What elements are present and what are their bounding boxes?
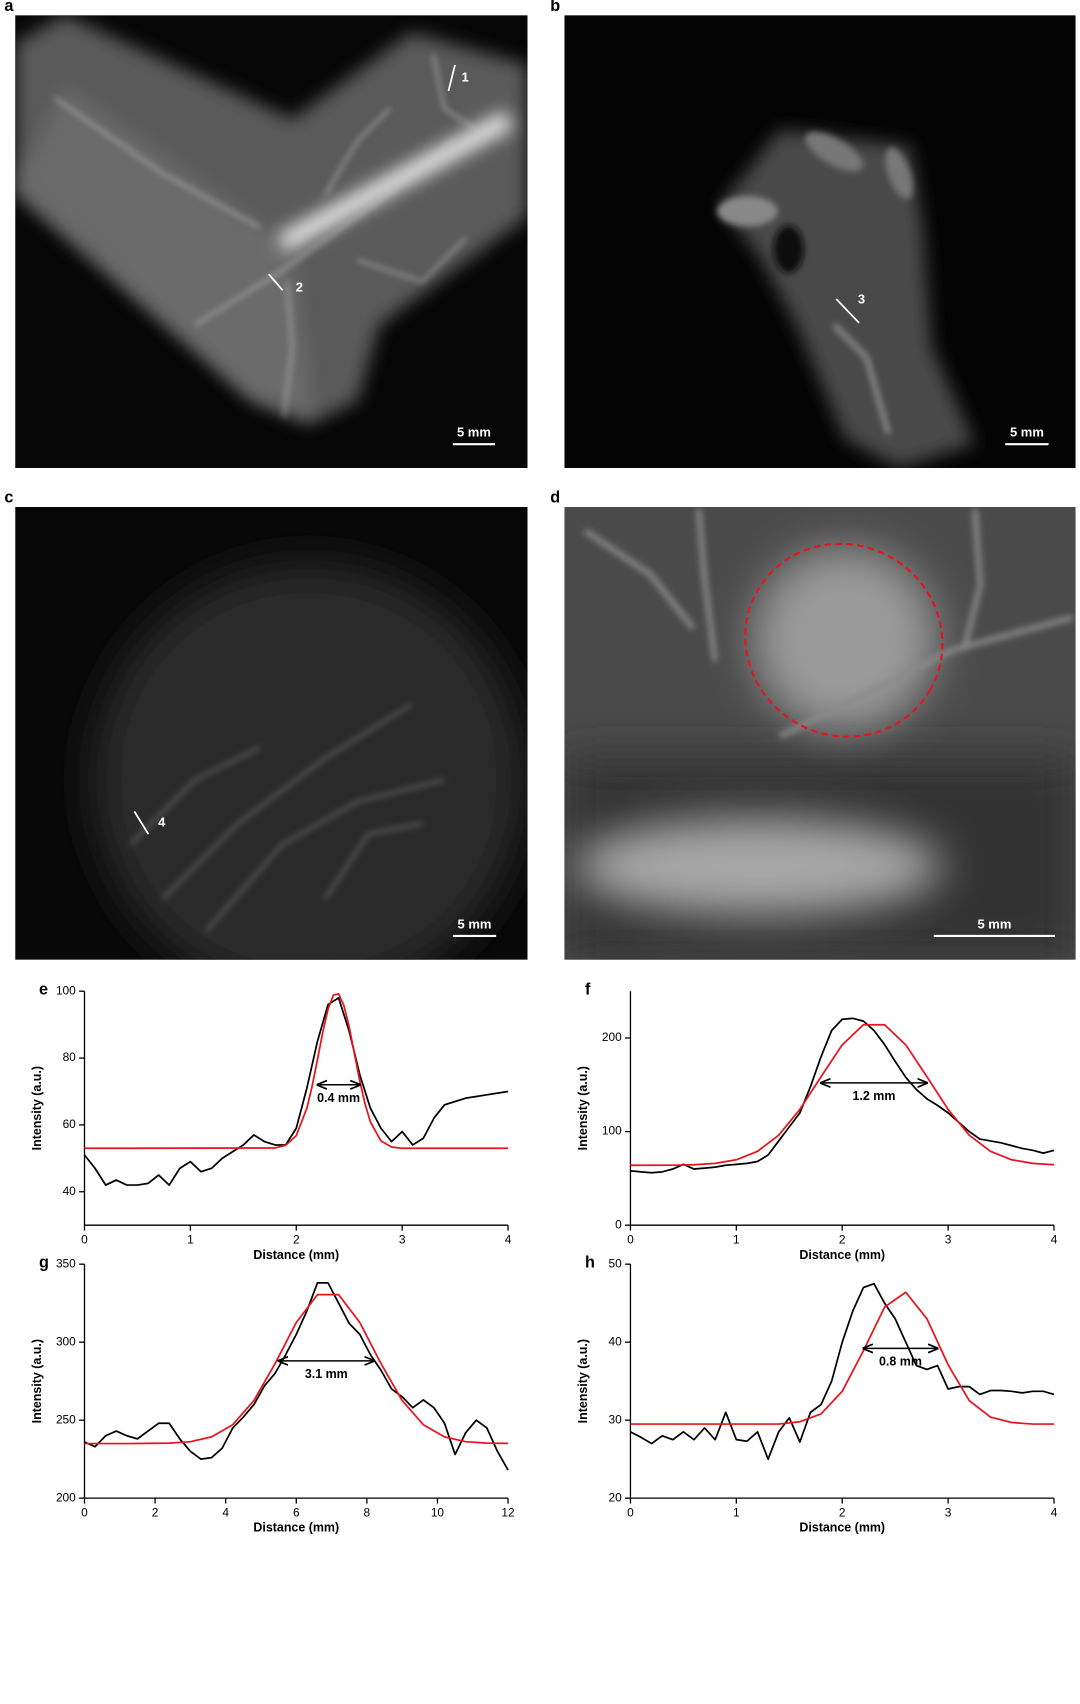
x-axis-label: Distance (mm) <box>253 1248 339 1262</box>
x-tick-label: 0 <box>81 1506 88 1520</box>
x-tick-label: 4 <box>505 1233 512 1247</box>
y-tick-label: 20 <box>609 1490 623 1504</box>
y-tick-label: 300 <box>56 1334 76 1348</box>
y-tick-label: 200 <box>602 1030 622 1044</box>
y-tick-label: 250 <box>56 1412 76 1426</box>
x-tick-label: 3 <box>945 1233 952 1247</box>
x-tick-label: 1 <box>733 1506 740 1520</box>
y-tick-label: 350 <box>56 1256 76 1270</box>
y-axis-label: Intensity (a.u.) <box>576 1339 590 1423</box>
panel-label: e <box>39 980 48 998</box>
scale-bar-label: 5 mm <box>1010 425 1044 440</box>
x-tick-label: 2 <box>839 1233 846 1247</box>
y-tick-label: 50 <box>609 1256 623 1270</box>
panel-label: g <box>39 1253 49 1271</box>
x-tick-label: 6 <box>293 1506 300 1520</box>
y-axis-label: Intensity (a.u.) <box>576 1066 590 1150</box>
y-tick-label: 30 <box>609 1412 623 1426</box>
x-tick-label: 3 <box>399 1233 406 1247</box>
panel-label: a <box>4 0 14 15</box>
series-line <box>83 997 509 1186</box>
x-tick-label: 4 <box>1051 1233 1058 1247</box>
x-axis-label: Distance (mm) <box>799 1248 885 1262</box>
x-tick-label: 3 <box>945 1506 952 1520</box>
series-line <box>84 1293 509 1445</box>
series-line <box>630 1291 1055 1425</box>
profile-line <box>447 64 456 92</box>
x-tick-label: 0 <box>627 1506 634 1520</box>
fwhm-label: 0.8 mm <box>879 1355 922 1369</box>
y-tick-label: 40 <box>63 1184 77 1198</box>
profile-line <box>835 298 860 324</box>
y-tick-label: 40 <box>609 1334 623 1348</box>
x-tick-label: 10 <box>431 1506 445 1520</box>
panel-label: d <box>550 489 560 507</box>
image-a <box>15 15 528 468</box>
series-line <box>630 1017 1055 1174</box>
image-c <box>15 506 528 960</box>
profile-marker: 2 <box>296 280 303 295</box>
roi-outline <box>744 542 944 738</box>
x-tick-label: 0 <box>627 1233 634 1247</box>
y-tick-label: 200 <box>56 1490 76 1504</box>
x-tick-label: 1 <box>187 1233 194 1247</box>
profile-line <box>267 273 284 291</box>
panel-label: c <box>4 489 13 507</box>
x-tick-label: 1 <box>733 1233 740 1247</box>
series-line <box>84 993 509 1150</box>
y-axis-label: Intensity (a.u.) <box>30 1339 44 1423</box>
y-tick-label: 100 <box>602 1124 622 1138</box>
x-tick-label: 0 <box>81 1233 88 1247</box>
y-axis-label: Intensity (a.u.) <box>30 1066 44 1150</box>
y-tick-label: 0 <box>615 1217 622 1231</box>
profile-marker: 3 <box>858 292 865 307</box>
y-tick-label: 60 <box>63 1117 77 1131</box>
panel-label: f <box>585 980 591 998</box>
y-tick-label: 80 <box>63 1050 77 1064</box>
x-tick-label: 12 <box>501 1506 515 1520</box>
x-axis-label: Distance (mm) <box>799 1521 885 1535</box>
panel-label: h <box>585 1253 595 1271</box>
scale-bar-label: 5 mm <box>977 916 1011 931</box>
series-line <box>630 1282 1055 1461</box>
panel-label: b <box>550 0 560 15</box>
profile-line <box>133 810 150 835</box>
x-tick-label: 4 <box>222 1506 229 1520</box>
x-tick-label: 2 <box>839 1506 846 1520</box>
x-tick-label: 2 <box>293 1233 300 1247</box>
image-d <box>564 506 1076 960</box>
x-axis-label: Distance (mm) <box>253 1521 339 1535</box>
fwhm-label: 3.1 mm <box>305 1367 348 1381</box>
fwhm-label: 0.4 mm <box>317 1091 360 1105</box>
fwhm-label: 1.2 mm <box>853 1089 896 1103</box>
scale-bar-label: 5 mm <box>457 425 491 440</box>
scale-bar-label: 5 mm <box>458 916 492 931</box>
x-tick-label: 4 <box>1051 1506 1058 1520</box>
profile-marker: 1 <box>461 69 468 84</box>
y-tick-label: 100 <box>56 983 76 997</box>
image-b <box>564 15 1076 468</box>
x-tick-label: 2 <box>152 1506 159 1520</box>
x-tick-label: 8 <box>364 1506 371 1520</box>
series-line <box>630 1023 1055 1167</box>
series-line <box>84 1282 509 1471</box>
profile-marker: 4 <box>158 815 166 830</box>
